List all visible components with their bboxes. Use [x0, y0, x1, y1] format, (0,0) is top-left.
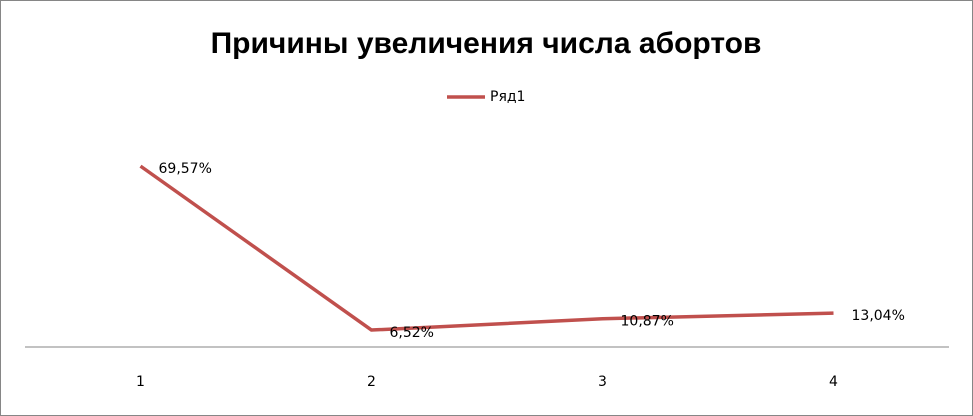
x-tick-label: 2	[367, 374, 376, 390]
data-label: 13,04%	[852, 308, 905, 324]
x-tick-label: 4	[829, 374, 838, 390]
x-tick-label: 1	[136, 374, 145, 390]
data-label: 10,87%	[621, 314, 674, 330]
data-label: 6,52%	[390, 325, 434, 341]
data-line	[139, 164, 834, 332]
legend-label: Ряд1	[490, 89, 525, 105]
x-tick-label: 3	[598, 374, 607, 390]
data-label: 69,57%	[159, 161, 212, 177]
chart-title: Причины увеличения числа абортов	[211, 27, 762, 60]
